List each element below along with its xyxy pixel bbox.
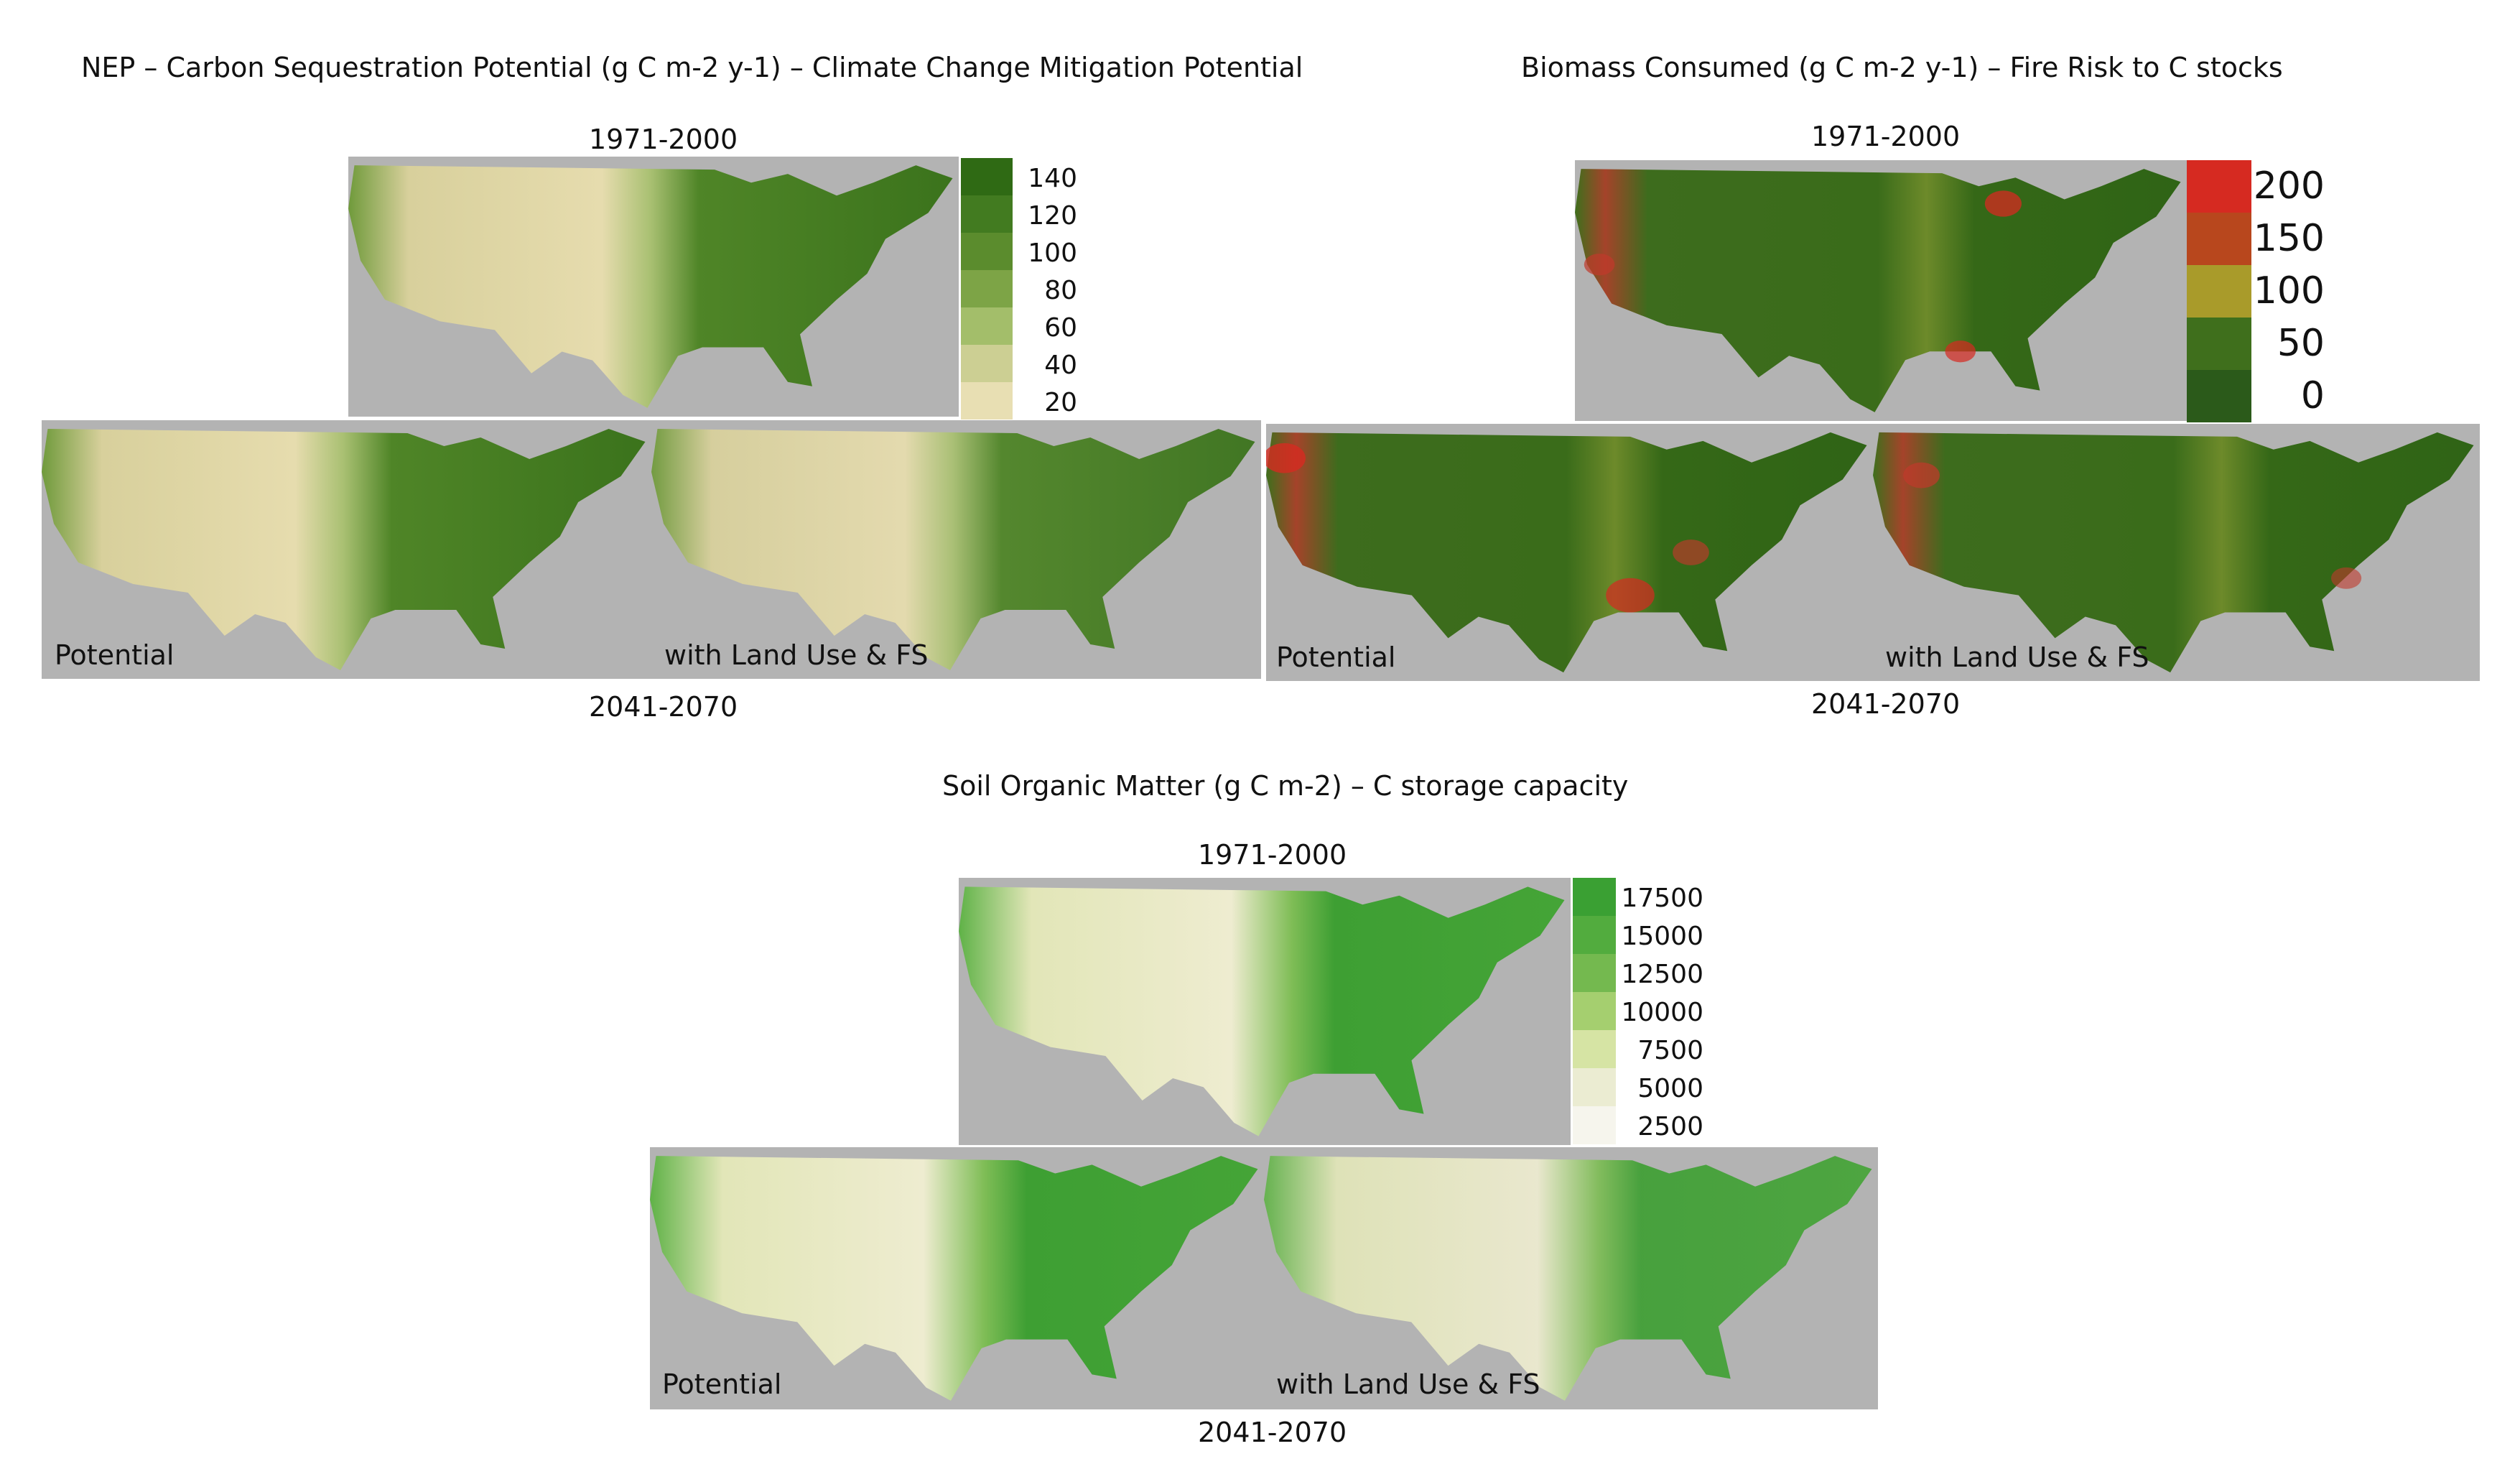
- soil-legend-label: 17500: [1621, 884, 1703, 913]
- biomass-swatch-50: [2187, 318, 2251, 370]
- biomass-swatch-200: [2187, 160, 2251, 213]
- nep-period-top: 1971-2000: [589, 124, 738, 155]
- soil-legend-label: 10000: [1621, 998, 1703, 1027]
- soil-landuse-us-shape: [1264, 1156, 1872, 1401]
- soil-swatch-15000: [1573, 916, 1616, 954]
- soil-period-bottom: 2041-2070: [1198, 1417, 1347, 1448]
- soil-swatch-2500: [1573, 1106, 1616, 1144]
- biomass-potential-fire-hotspot: [1266, 443, 1306, 473]
- biomass-legend-label: 150: [2253, 217, 2325, 260]
- soil-label-potential: Potential: [662, 1368, 782, 1400]
- soil-swatch-7500: [1573, 1030, 1616, 1068]
- soil-legend: 17500 15000 12500 10000 7500 5000 2500: [1573, 878, 1724, 1145]
- nep-swatch-80: [961, 270, 1013, 307]
- biomass-map-potential-svg: [1266, 432, 1867, 673]
- biomass-swatch-100: [2187, 265, 2251, 318]
- biomass-map-top: [1575, 160, 2187, 421]
- biomass-map-landuse-svg: [1873, 432, 2474, 673]
- biomass-period-bottom: 2041-2070: [1811, 688, 1961, 720]
- nep-title: NEP – Carbon Sequestration Potential (g …: [81, 52, 1303, 83]
- biomass-landuse-fire-hotspot: [2330, 567, 2362, 589]
- biomass-swatch-0: [2187, 370, 2251, 422]
- biomass-label-potential: Potential: [1276, 641, 1396, 673]
- biomass-top-us-shape: [1575, 169, 2181, 412]
- nep-label-landuse: with Land Use & FS: [664, 639, 929, 671]
- biomass-map-top-svg: [1575, 169, 2181, 412]
- biomass-period-top: 1971-2000: [1811, 121, 1961, 152]
- nep-legend: 140 120 100 80 60 40 20: [961, 158, 1097, 420]
- nep-legend-label: 60: [1044, 313, 1077, 343]
- biomass-label-landuse: with Land Use & FS: [1885, 641, 2149, 673]
- nep-map-landuse-svg: [651, 429, 1255, 670]
- soil-legend-label: 2500: [1637, 1112, 1703, 1141]
- nep-potential-us-shape: [42, 429, 646, 670]
- soil-top-us-shape: [959, 886, 1565, 1136]
- biomass-legend-label: 0: [2300, 374, 2325, 417]
- biomass-landuse-us-shape: [1873, 432, 2474, 673]
- soil-map-top-svg: [959, 886, 1565, 1136]
- nep-period-bottom: 2041-2070: [589, 691, 738, 723]
- nep-swatch-40: [961, 345, 1013, 382]
- nep-legend-label: 40: [1044, 351, 1077, 380]
- nep-map-bottom: Potential with Land Use & FS: [42, 420, 1261, 679]
- soil-potential-us-shape: [650, 1156, 1258, 1401]
- soil-legend-label: 15000: [1621, 922, 1703, 951]
- nep-legend-label: 80: [1044, 276, 1077, 305]
- biomass-legend-label: 100: [2253, 269, 2325, 312]
- nep-swatch-60: [961, 307, 1013, 345]
- biomass-legend-label: 50: [2277, 322, 2325, 365]
- soil-title: Soil Organic Matter (g C m-2) – C storag…: [942, 770, 1629, 802]
- nep-swatch-140: [961, 158, 1013, 195]
- biomass-top-fire-hotspot: [1984, 190, 2022, 217]
- nep-top-us-shape: [348, 165, 953, 408]
- biomass-map-bottom: Potential with Land Use & FS: [1266, 424, 2480, 681]
- biomass-potential-fire-hotspot: [1606, 578, 1655, 613]
- biomass-potential-fire-hotspot: [1673, 539, 1709, 565]
- soil-map-bottom: Potential with Land Use & FS: [650, 1147, 1878, 1409]
- biomass-legend: 200 150 100 50 0: [2187, 160, 2341, 422]
- soil-swatch-17500: [1573, 878, 1616, 916]
- nep-swatch-100: [961, 233, 1013, 270]
- nep-map-top-svg: [348, 165, 953, 408]
- soil-legend-label: 5000: [1637, 1074, 1703, 1103]
- nep-map-top: [348, 157, 959, 417]
- nep-landuse-us-shape: [651, 429, 1255, 670]
- nep-legend-label: 20: [1044, 388, 1077, 417]
- nep-map-potential-svg: [42, 429, 646, 670]
- biomass-title: Biomass Consumed (g C m-2 y-1) – Fire Ri…: [1521, 52, 2283, 83]
- biomass-landuse-fire-hotspot: [1903, 462, 1940, 488]
- soil-swatch-10000: [1573, 992, 1616, 1030]
- nep-swatch-20: [961, 382, 1013, 420]
- soil-legend-label: 12500: [1621, 960, 1703, 989]
- soil-swatch-5000: [1573, 1068, 1616, 1106]
- soil-map-top: [959, 878, 1571, 1145]
- biomass-top-fire-hotspot: [1945, 340, 1976, 363]
- biomass-top-fire-hotspot: [1584, 254, 1615, 276]
- biomass-legend-label: 200: [2253, 165, 2325, 208]
- biomass-potential-us-shape: [1266, 432, 1867, 673]
- soil-map-potential-svg: [650, 1156, 1258, 1401]
- nep-legend-label: 100: [1028, 238, 1077, 268]
- biomass-swatch-150: [2187, 213, 2251, 265]
- soil-label-landuse: with Land Use & FS: [1276, 1368, 1540, 1400]
- soil-legend-label: 7500: [1637, 1036, 1703, 1065]
- soil-map-landuse-svg: [1264, 1156, 1872, 1401]
- nep-legend-label: 140: [1028, 164, 1077, 193]
- nep-swatch-120: [961, 195, 1013, 233]
- nep-legend-label: 120: [1028, 201, 1077, 231]
- nep-label-potential: Potential: [55, 639, 175, 671]
- soil-period-top: 1971-2000: [1198, 839, 1347, 871]
- soil-swatch-12500: [1573, 954, 1616, 992]
